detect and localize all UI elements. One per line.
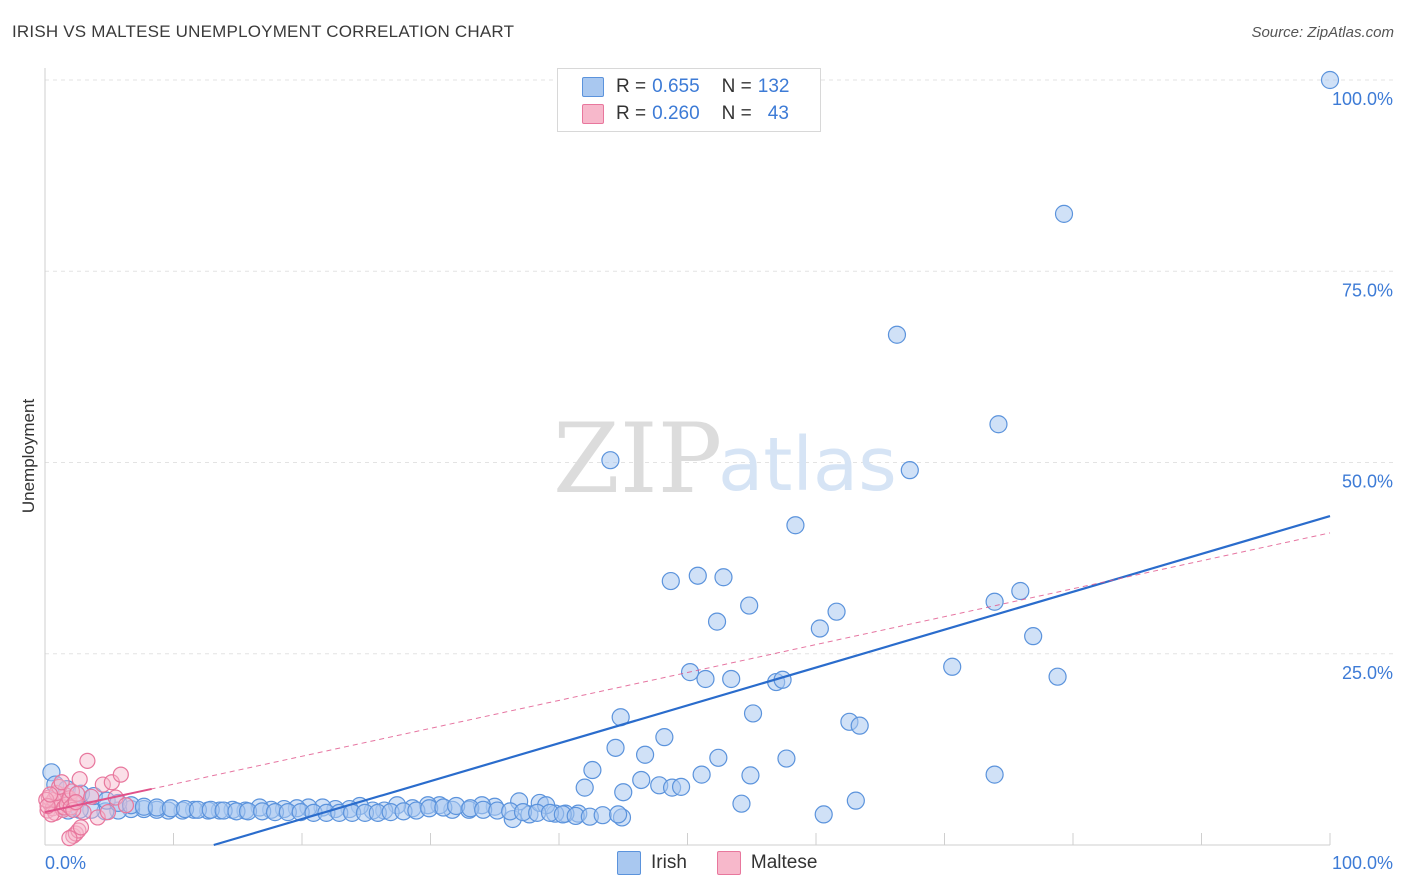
legend-n-value: 132: [757, 76, 790, 97]
y-tick-label: 100.0%: [1332, 89, 1393, 109]
irish-point: [740, 596, 759, 615]
irish-point: [786, 516, 805, 535]
y-tick-label: 75.0%: [1342, 280, 1393, 300]
irish-point: [614, 783, 633, 802]
legend-n-label: N =: [721, 76, 752, 97]
irish-point: [601, 451, 620, 470]
irish-point: [655, 728, 674, 747]
irish-point: [1048, 667, 1067, 686]
maltese-point: [117, 797, 135, 814]
irish-point: [635, 745, 655, 764]
x-tick-label: 100.0%: [1332, 853, 1393, 873]
irish-legend-swatch: [617, 851, 641, 875]
chart-title: IRISH VS MALTESE UNEMPLOYMENT CORRELATIO…: [12, 22, 515, 41]
irish-point: [900, 461, 919, 480]
irish-point: [692, 765, 711, 784]
irish-point: [671, 777, 691, 796]
legend-r-value: 0.260: [652, 103, 700, 124]
watermark: ZIP atlas: [553, 403, 897, 515]
irish-point: [810, 619, 829, 638]
irish-point: [887, 325, 907, 344]
irish-point: [827, 602, 846, 621]
tick-labels: 25.0% 50.0% 75.0% 100.0% 0.0% 100.0%: [45, 89, 1393, 873]
irish-point: [732, 794, 751, 813]
correlation-legend: R = 0.655 N = 132 R = 0.260 N = 43: [557, 68, 821, 132]
irish-point: [777, 749, 796, 768]
source-label: Source: ZipAtlas.com: [1251, 24, 1394, 41]
maltese-point: [99, 804, 117, 821]
maltese-point: [112, 766, 129, 783]
legend-label-maltese: Maltese: [750, 852, 818, 873]
irish-point: [1320, 70, 1340, 90]
irish-point: [850, 716, 869, 735]
irish-point: [985, 592, 1004, 611]
irish-point: [606, 738, 625, 757]
irish-point: [722, 669, 741, 689]
legend-item-irish[interactable]: Irish: [617, 851, 687, 875]
maltese-point: [72, 819, 90, 836]
irish-point: [593, 806, 612, 825]
irish-point: [696, 669, 715, 689]
legend-n-label: N =: [721, 103, 752, 124]
maltese-trend-line-dashed: [44, 532, 1331, 813]
irish-point: [688, 566, 707, 585]
maltese-point: [53, 774, 70, 791]
irish-points: [42, 70, 1340, 829]
maltese-trend-line-solid: [44, 787, 152, 814]
irish-point: [661, 571, 680, 591]
irish-point: [1054, 204, 1074, 223]
irish-point: [743, 704, 763, 723]
irish-point: [632, 770, 651, 790]
maltese-point: [71, 771, 88, 788]
irish-point: [709, 748, 728, 767]
trend-lines: [44, 514, 1331, 847]
irish-trend-line: [213, 514, 1331, 847]
watermark-zip: ZIP: [553, 403, 722, 515]
maltese-legend-swatch: [716, 851, 741, 875]
y-tick-label: 25.0%: [1342, 663, 1393, 683]
y-axis-label: Unemployment: [19, 399, 38, 514]
irish-point: [714, 568, 733, 587]
axes: [44, 68, 1331, 846]
irish-point: [846, 791, 865, 810]
legend-r-label: R =: [616, 103, 647, 124]
maltese-point: [42, 786, 59, 803]
maltese-point: [79, 752, 96, 769]
gridlines: [45, 79, 1395, 655]
legend-r-label: R =: [616, 76, 647, 97]
irish-point: [707, 612, 727, 631]
legend-label-irish: Irish: [651, 852, 687, 873]
irish-point: [1011, 581, 1030, 601]
legend-row-maltese: R = 0.260 N = 43: [582, 101, 789, 127]
maltese-swatch: [582, 104, 604, 124]
legend-n-value: 43: [767, 103, 789, 124]
series-legend: Irish Maltese: [617, 851, 847, 875]
legend-r-value: 0.655: [652, 76, 700, 97]
x-tick-label: 0.0%: [45, 853, 86, 873]
irish-point: [609, 805, 628, 824]
irish-point: [989, 415, 1008, 434]
irish-point: [575, 778, 594, 797]
irish-swatch: [582, 77, 604, 97]
irish-point: [985, 765, 1004, 784]
maltese-point: [61, 830, 78, 847]
maltese-point: [89, 809, 106, 826]
irish-point: [814, 805, 833, 824]
irish-point: [943, 657, 962, 676]
legend-row-irish: R = 0.655 N = 132: [582, 74, 789, 100]
watermark-atlas: atlas: [718, 422, 897, 508]
irish-point: [583, 760, 602, 780]
irish-point: [741, 766, 760, 785]
y-tick-label: 50.0%: [1342, 472, 1393, 492]
legend-item-maltese[interactable]: Maltese: [716, 851, 818, 875]
irish-point: [1024, 627, 1043, 646]
